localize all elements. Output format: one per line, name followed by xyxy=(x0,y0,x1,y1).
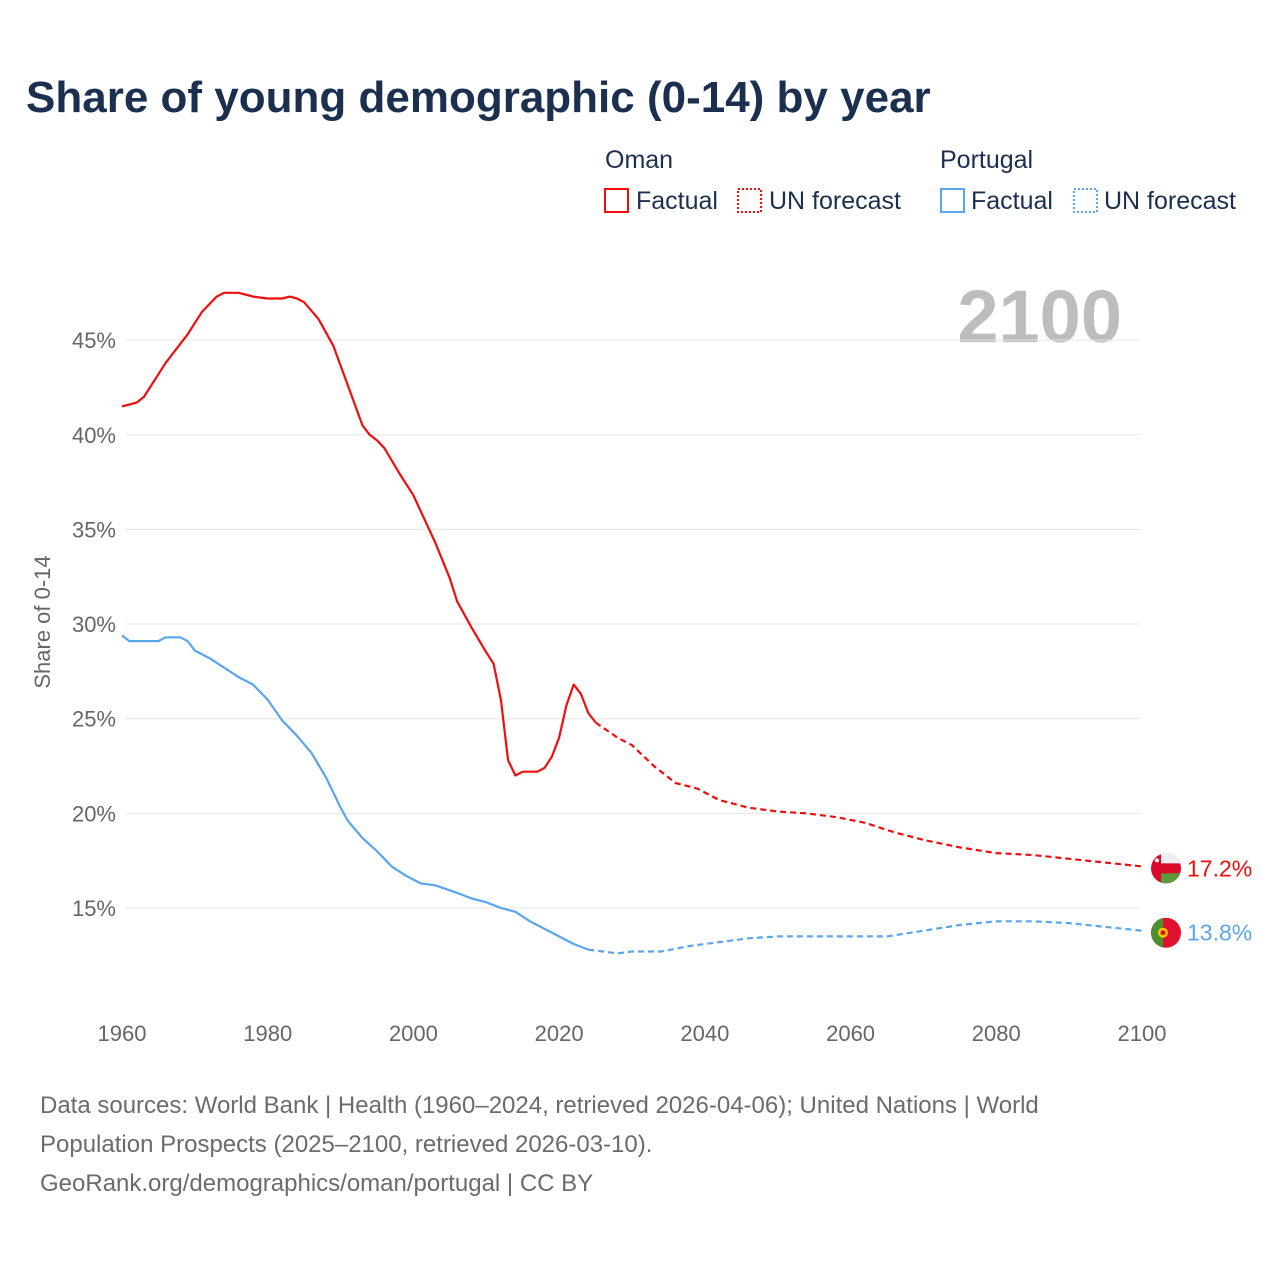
gridlines xyxy=(125,339,1140,909)
x-tick-label: 2020 xyxy=(535,1021,584,1046)
oman-forecast-line xyxy=(594,721,1143,868)
x-tick-label: 2040 xyxy=(680,1021,729,1046)
flag-body xyxy=(1151,917,1181,948)
footer-line-1: Data sources: World Bank | Health (1960–… xyxy=(40,1092,1039,1119)
legend-label-oman-forecast[interactable]: UN forecast xyxy=(769,187,901,215)
x-tick-label: 2100 xyxy=(1118,1021,1167,1046)
flag-emblem xyxy=(1155,858,1159,863)
y-ticks: 15% 20% 25% 30% 35% 40% 45% xyxy=(72,328,116,921)
legend-label-oman-factual[interactable]: Factual xyxy=(636,187,718,215)
legend-group-oman: Oman xyxy=(605,146,673,174)
y-tick-label: 25% xyxy=(72,707,116,732)
portugal-factual-line xyxy=(121,634,589,951)
legend: Oman Factual UN forecast Portugal Factua… xyxy=(604,146,1236,215)
legend-swatch-portugal-forecast xyxy=(1073,188,1098,213)
legend-swatch-oman-factual xyxy=(604,188,629,213)
series-lines xyxy=(121,291,1143,955)
flag-shield xyxy=(1160,930,1166,936)
x-tick-label: 2000 xyxy=(389,1021,438,1046)
legend-label-portugal-factual[interactable]: Factual xyxy=(971,187,1053,215)
portugal-forecast-line xyxy=(588,920,1143,955)
legend-swatch-portugal-factual xyxy=(940,188,965,213)
legend-label-portugal-forecast[interactable]: UN forecast xyxy=(1104,187,1236,215)
flag-green xyxy=(1161,873,1181,884)
y-tick-label: 40% xyxy=(72,423,116,448)
portugal-end-label: 13.8% xyxy=(1187,920,1252,946)
portugal-flag-icon xyxy=(1151,917,1181,948)
footer-line-3[interactable]: GeoRank.org/demographics/oman/portugal |… xyxy=(40,1170,593,1197)
y-tick-label: 15% xyxy=(72,896,116,921)
flag-green xyxy=(1151,917,1163,948)
y-tick-label: 35% xyxy=(72,517,116,542)
current-year-label: 2100 xyxy=(957,275,1122,358)
y-tick-label: 30% xyxy=(72,612,116,637)
x-tick-label: 1980 xyxy=(243,1021,292,1046)
x-tick-label: 1960 xyxy=(98,1021,147,1046)
oman-factual-line xyxy=(121,291,597,777)
chart-title: Share of young demographic (0-14) by yea… xyxy=(26,73,931,122)
x-tick-label: 2060 xyxy=(826,1021,875,1046)
y-axis-label: Share of 0-14 xyxy=(30,555,55,688)
flag-white xyxy=(1161,853,1181,864)
oman-flag-icon xyxy=(1151,853,1181,884)
legend-swatch-oman-forecast xyxy=(737,188,762,213)
end-markers: 17.2% 13.8% xyxy=(1151,853,1252,948)
oman-end-label: 17.2% xyxy=(1187,855,1252,881)
y-tick-label: 20% xyxy=(72,801,116,826)
legend-group-portugal: Portugal xyxy=(940,146,1033,174)
x-ticks: 1960 1980 2000 2020 2040 2060 2080 2100 xyxy=(98,1021,1167,1046)
y-tick-label: 45% xyxy=(72,328,116,353)
x-tick-label: 2080 xyxy=(972,1021,1021,1046)
footer-line-2: Population Prospects (2025–2100, retriev… xyxy=(40,1131,652,1158)
flag-body xyxy=(1151,853,1181,884)
